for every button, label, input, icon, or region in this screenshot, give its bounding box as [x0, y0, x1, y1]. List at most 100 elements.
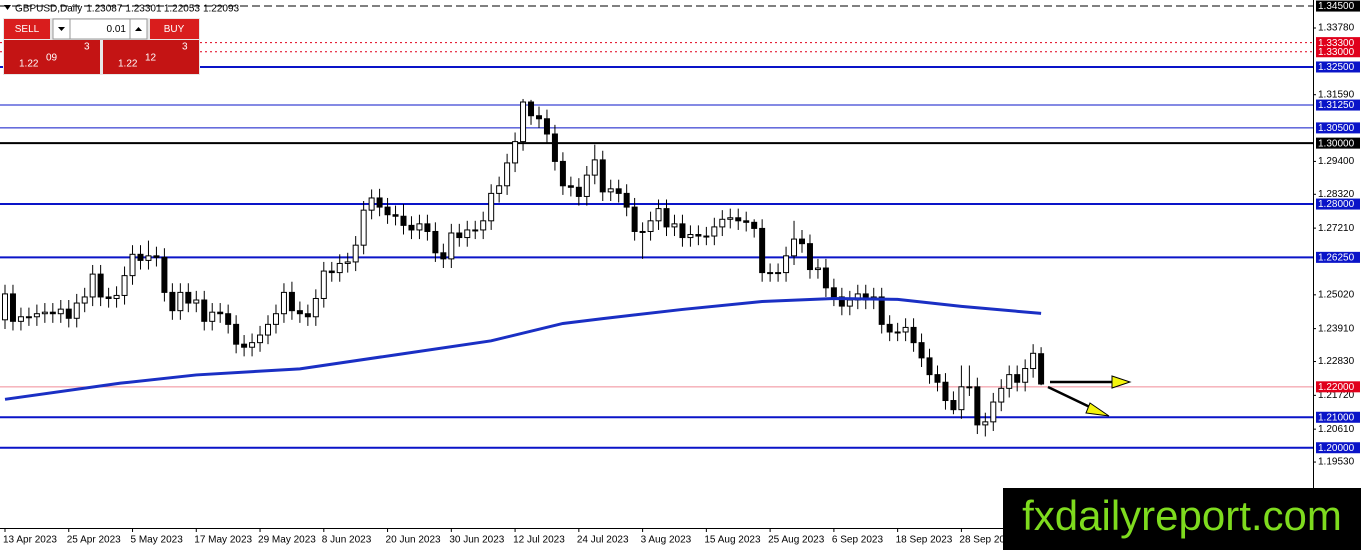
- x-tick-label: 5 May 2023: [131, 535, 184, 546]
- candle-body: [233, 323, 240, 345]
- candle-body: [671, 223, 678, 228]
- candle-body: [910, 326, 917, 344]
- candle-body: [791, 238, 798, 257]
- x-tick-label: 6 Sep 2023: [832, 535, 884, 546]
- bid-big: 1.22: [19, 59, 39, 70]
- candle-body: [655, 208, 662, 222]
- y-tick-label: 1.27210: [1318, 223, 1355, 234]
- ask-pips: 12: [145, 53, 157, 64]
- candle-body: [695, 234, 702, 237]
- candle-body: [368, 197, 375, 211]
- candle-body: [392, 214, 399, 217]
- header-value: 1.23087: [86, 3, 123, 14]
- candle-body: [567, 185, 574, 188]
- buy-button[interactable]: [150, 19, 199, 39]
- candle-body: [320, 270, 327, 299]
- y-tick-label: 1.29400: [1318, 156, 1355, 167]
- header: GBPUSD,Daily 1.23087 1.23301 1.22053 1.22093: [4, 3, 240, 14]
- candle-body: [137, 253, 144, 261]
- level-box: [1316, 0, 1360, 12]
- level-box: [1316, 251, 1360, 263]
- candle-body: [663, 208, 670, 228]
- level-label: 1.30000: [1318, 138, 1355, 149]
- down-icon: [58, 27, 65, 31]
- watermark: fxdailyreport.com: [1022, 492, 1342, 539]
- trade-panel: SELL 0.01 BUY 1.22 09 3 1.22 12 3: [3, 18, 200, 75]
- candle-body: [257, 334, 264, 344]
- candle-body: [440, 252, 447, 260]
- up-icon: [135, 27, 142, 31]
- bid-box[interactable]: [4, 40, 100, 74]
- candle-body: [902, 326, 909, 333]
- y-tick-label: 1.22830: [1318, 356, 1355, 367]
- level-box: [1316, 46, 1360, 58]
- candle-body: [520, 101, 527, 143]
- candle-body: [384, 206, 391, 216]
- candle-body: [272, 313, 279, 325]
- level-label: 1.30500: [1318, 123, 1355, 134]
- candle-body: [33, 313, 40, 318]
- candle-body: [352, 244, 359, 263]
- candle-body: [1038, 353, 1045, 385]
- sell-label: SELL: [15, 24, 40, 35]
- level-box: [1316, 122, 1360, 134]
- candle-body: [1014, 374, 1021, 383]
- y-tick-label: 1.21720: [1318, 390, 1355, 401]
- candle-body: [727, 217, 734, 220]
- y-tick-label: 1.20610: [1318, 424, 1355, 435]
- level-label: 1.22000: [1318, 382, 1355, 393]
- x-tick-label: 8 Jun 2023: [322, 535, 372, 546]
- sell-button[interactable]: [4, 19, 50, 39]
- x-tick-label: 17 May 2023: [194, 535, 252, 546]
- candle-body: [743, 220, 750, 223]
- x-tick-label: 13 Apr 2023: [3, 535, 57, 546]
- dropdown-icon: [4, 5, 11, 10]
- bid-pips: 09: [46, 53, 58, 64]
- candle-body: [1022, 368, 1029, 383]
- level-label: 1.32500: [1318, 62, 1355, 73]
- candle-body: [113, 294, 120, 299]
- x-tick-label: 18 Sep 2023: [896, 535, 953, 546]
- candle-body: [161, 256, 168, 293]
- level-box: [1316, 99, 1360, 111]
- candle-body: [328, 270, 335, 274]
- x-tick-label: 12 Jul 2023: [513, 535, 565, 546]
- x-tick-label: 29 May 2023: [258, 535, 316, 546]
- candle-body: [296, 310, 303, 315]
- candle-body: [17, 316, 24, 322]
- level-box: [1316, 37, 1360, 49]
- candle-body: [209, 311, 216, 322]
- candle-body: [2, 293, 8, 321]
- candle-body: [336, 262, 343, 274]
- level-label: 1.26250: [1318, 253, 1355, 264]
- candle-body: [711, 226, 718, 237]
- candle-body: [528, 101, 535, 117]
- x-tick-label: 3 Aug 2023: [641, 535, 692, 546]
- candle-body: [830, 287, 837, 298]
- candle-body: [583, 174, 590, 197]
- candle-body: [217, 311, 224, 315]
- y-tick-label: 1.19530: [1318, 457, 1355, 468]
- ask-box[interactable]: [103, 40, 199, 74]
- candle-body: [814, 267, 821, 271]
- candle-body: [424, 223, 431, 232]
- y-tick-label: 1.33780: [1318, 23, 1355, 34]
- level-label: 1.33000: [1318, 47, 1355, 58]
- level-label: 1.21000: [1318, 412, 1355, 423]
- candle-body: [703, 235, 710, 238]
- candle-body: [193, 299, 200, 304]
- candle-body: [512, 141, 519, 164]
- arrow-head: [1111, 375, 1132, 389]
- watermark-bg: [1003, 488, 1361, 550]
- level-label: 1.20000: [1318, 443, 1355, 454]
- candle-body: [480, 220, 487, 231]
- candle-body: [822, 267, 829, 289]
- level-label: 1.31250: [1318, 100, 1355, 111]
- candle-body: [886, 323, 893, 333]
- candle-body: [472, 229, 479, 232]
- candle-body: [408, 224, 415, 231]
- candle-body: [966, 386, 973, 389]
- moving-average: [4, 296, 1042, 401]
- candle-body: [145, 255, 152, 261]
